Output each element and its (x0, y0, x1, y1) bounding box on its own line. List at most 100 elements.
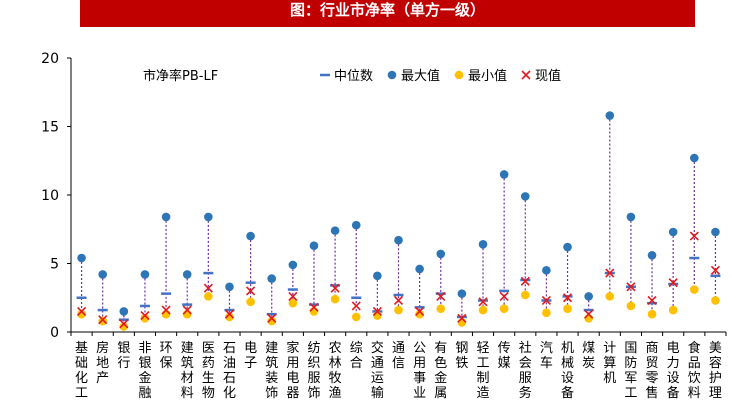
min-point (98, 316, 107, 326)
legend-label: 最大值 (401, 68, 440, 84)
min-point (668, 305, 678, 315)
x-category-label: 纺织服饰 (307, 341, 320, 401)
x-category-label: 传媒 (498, 341, 511, 371)
current-point (415, 306, 425, 317)
current-point (710, 265, 721, 275)
x-category-label: 环保 (160, 341, 173, 371)
min-point (711, 296, 720, 305)
max-point (182, 270, 192, 279)
x-category-label: 计算机 (603, 341, 616, 386)
max-point (584, 292, 593, 301)
max-point (204, 212, 213, 222)
min-point (267, 316, 277, 326)
legend: 中位数 最大值 最小值 现值 (320, 68, 561, 84)
min-point (140, 314, 150, 323)
x-category-label: 煤炭 (582, 341, 595, 371)
x-category-label: 电子 (244, 341, 257, 371)
min-point (204, 292, 213, 301)
current-point (119, 319, 129, 329)
chart-marks (76, 111, 721, 331)
max-point (520, 192, 530, 201)
max-point (690, 153, 699, 163)
legend-label: 现值 (535, 68, 561, 84)
max-point (711, 227, 720, 237)
max-point (415, 264, 424, 274)
max-point (330, 226, 340, 235)
max-point (351, 220, 361, 230)
min-point (499, 304, 509, 314)
current-point (224, 309, 235, 319)
min-point (605, 292, 615, 301)
min-point (626, 301, 636, 311)
max-point (394, 235, 403, 245)
current-point (457, 313, 467, 323)
current-point (689, 231, 699, 241)
x-category-label: 钢铁 (455, 341, 468, 371)
max-point (647, 250, 657, 260)
y-tick-label: 15 (41, 120, 59, 136)
max-point (626, 212, 636, 222)
x-category-label: 国防军工 (624, 341, 637, 401)
y-tick-label: 20 (41, 51, 59, 67)
current-point (668, 278, 678, 288)
max-point (246, 231, 255, 241)
max-point (373, 271, 382, 281)
x-category-label: 公用事业 (413, 341, 426, 401)
current-point (246, 286, 256, 296)
current-point (478, 297, 488, 307)
max-point (605, 111, 615, 120)
current-point (647, 295, 657, 306)
chart-annotation: 市净率PB-LF (143, 68, 218, 84)
max-point (542, 266, 551, 275)
x-category-label: 家用电器 (286, 340, 299, 401)
min-point (478, 305, 488, 315)
max-point (436, 249, 446, 259)
legend-label: 中位数 (334, 69, 373, 84)
min-point (351, 312, 361, 322)
x-category-label: 建筑材料 (181, 341, 194, 401)
y-tick-label: 5 (50, 257, 59, 273)
min-point (415, 309, 424, 319)
current-point (76, 306, 87, 317)
max-point (457, 289, 467, 298)
x-category-label: 机械设备 (561, 341, 574, 401)
x-category-label: 基础化工 (75, 341, 88, 401)
current-point (182, 305, 192, 315)
min-point (225, 312, 234, 322)
min-point (330, 294, 340, 304)
current-point (499, 291, 509, 301)
current-point (372, 306, 382, 317)
min-point (288, 298, 298, 308)
max-point (140, 270, 150, 279)
max-point (225, 282, 234, 292)
legend-swatch-point (387, 70, 397, 80)
current-point (436, 291, 446, 301)
current-point (309, 302, 319, 312)
max-point (77, 253, 86, 263)
current-point (393, 295, 404, 306)
min-point (520, 290, 530, 300)
min-point (394, 305, 403, 315)
x-category-label: 非银金融 (138, 341, 151, 401)
min-point (647, 309, 657, 319)
x-category-label: 电力设备 (667, 341, 680, 401)
current-point (267, 313, 277, 323)
min-point (119, 322, 129, 331)
min-point (563, 304, 572, 314)
current-point (520, 276, 530, 286)
y-tick-label: 0 (50, 325, 59, 341)
x-category-label: 银行 (117, 341, 130, 371)
max-point (267, 274, 277, 283)
max-point (563, 242, 572, 252)
current-point (98, 315, 108, 325)
max-point (288, 260, 298, 270)
min-point (436, 304, 446, 314)
max-point (161, 212, 171, 222)
current-point (605, 268, 615, 278)
max-point (668, 227, 678, 237)
current-point (203, 283, 213, 293)
min-point (690, 285, 699, 294)
min-point (77, 309, 86, 319)
x-category-label: 房地产 (96, 340, 109, 386)
